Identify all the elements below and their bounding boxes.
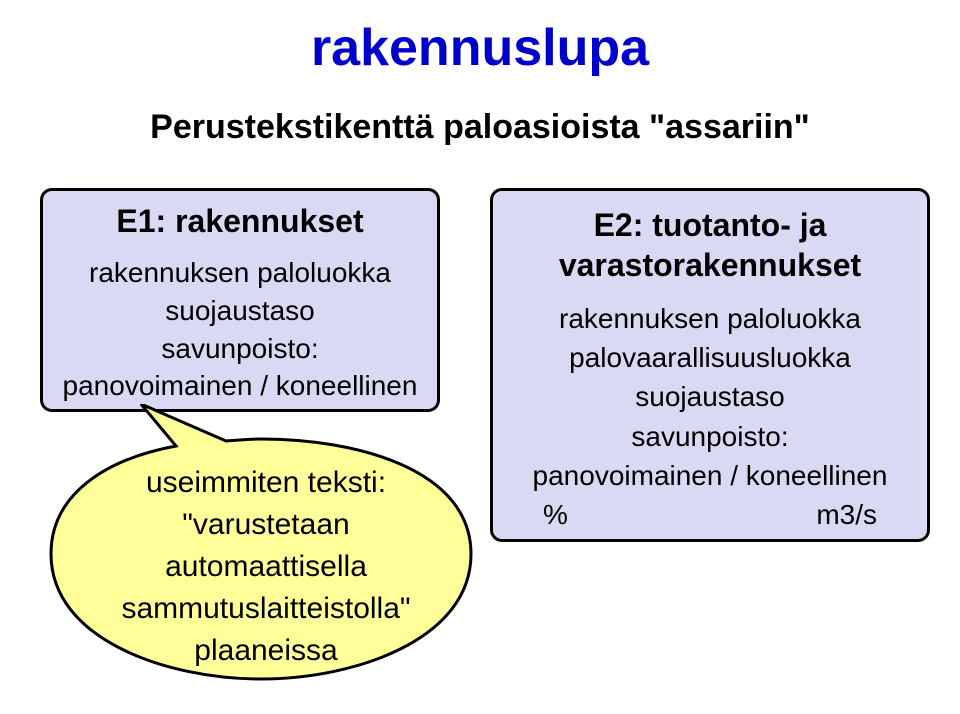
e2-unit-left: %: [543, 499, 568, 531]
e2-header-line-1: E2: tuotanto- ja: [594, 207, 827, 243]
bubble-line-3: automaattisella: [66, 546, 466, 588]
box-e2: E2: tuotanto- ja varastorakennukset rake…: [490, 188, 930, 542]
bubble-line-2: "varustetaan: [66, 504, 466, 546]
bubble-line-4: sammutuslaitteistolla": [66, 588, 466, 630]
e2-line-4: savunpoisto:: [503, 417, 917, 456]
e2-header: E2: tuotanto- ja varastorakennukset: [503, 205, 917, 285]
page-subtitle: Perustekstikenttä paloasioista "assariin…: [0, 108, 960, 147]
box-e1: E1: rakennukset rakennuksen paloluokka s…: [40, 188, 440, 412]
e2-line-5: panovoimainen / koneellinen: [503, 456, 917, 495]
e2-unit-right: m3/s: [816, 499, 877, 531]
callout-bubble: useimmiten teksti: "varustetaan automaat…: [26, 404, 496, 704]
e2-line-2: palovaarallisuusluokka: [503, 338, 917, 377]
page-title: rakennuslupa: [0, 18, 960, 78]
e1-line-2: suojaustaso: [51, 292, 429, 330]
e1-line-4: panovoimainen / koneellinen: [51, 367, 429, 405]
e2-line-3: suojaustaso: [503, 377, 917, 416]
e1-header: E1: rakennukset: [51, 203, 429, 240]
bubble-line-1: useimmiten teksti:: [66, 462, 466, 504]
e1-line-1: rakennuksen paloluokka: [51, 254, 429, 292]
e2-header-line-2: varastorakennukset: [559, 247, 861, 283]
bubble-line-5: plaaneissa: [66, 630, 466, 672]
e2-line-1: rakennuksen paloluokka: [503, 299, 917, 338]
e1-line-3: savunpoisto:: [51, 330, 429, 368]
